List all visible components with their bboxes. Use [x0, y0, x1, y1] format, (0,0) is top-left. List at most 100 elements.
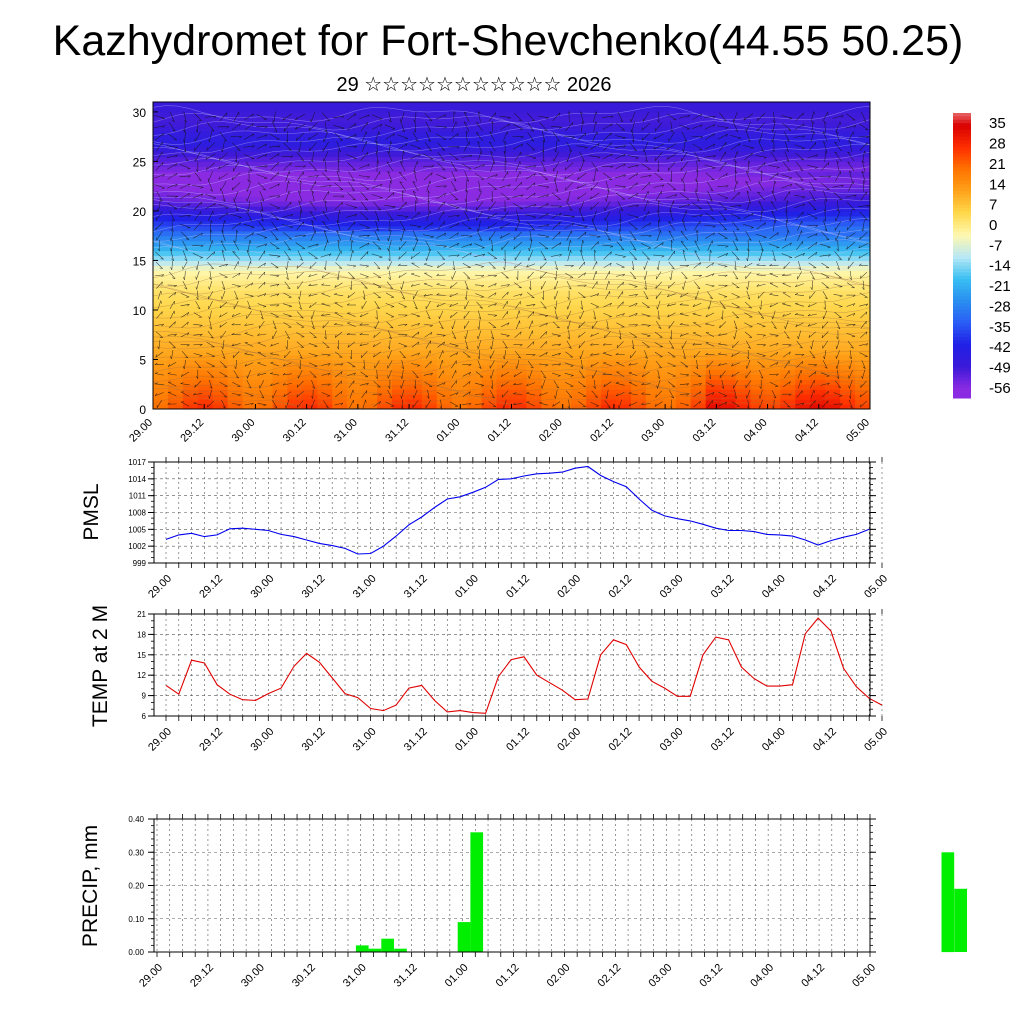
- wind-vector: [154, 323, 164, 326]
- wind-vector-head: [500, 235, 503, 239]
- wind-vector-head: [326, 346, 330, 348]
- temperature-cell: [750, 141, 767, 148]
- temperature-cell: [182, 225, 199, 232]
- wind-vector-head: [154, 382, 158, 385]
- wind-vector-head: [503, 150, 507, 154]
- wind-vector: [565, 390, 573, 398]
- temperature-cell: [272, 339, 289, 346]
- temperature-cell: [287, 156, 303, 163]
- temperature-cell: [645, 329, 662, 336]
- wind-vector: [387, 350, 392, 359]
- temperature-cell: [675, 136, 692, 143]
- temperature-cell: [392, 389, 408, 395]
- temperature-cell: [690, 374, 707, 380]
- wind-vector-head: [341, 202, 343, 206]
- temperature-cell: [631, 191, 647, 197]
- wind-vector: [466, 200, 468, 212]
- temperature-cell: [571, 181, 587, 187]
- wind-vector-head: [352, 169, 356, 171]
- temperature-cell: [377, 339, 393, 346]
- temperature-cell: [810, 230, 826, 237]
- temperature-cell: [601, 389, 617, 395]
- wind-vector: [282, 373, 292, 376]
- wind-vector-head: [526, 383, 529, 387]
- temperature-cell: [735, 136, 752, 143]
- wind-vector-head: [351, 179, 355, 182]
- temperature-cell: [496, 146, 513, 153]
- wind-vector: [413, 389, 418, 399]
- temperature-cell: [242, 181, 259, 187]
- wind-vector: [168, 321, 176, 329]
- wind-vector: [325, 260, 327, 270]
- temperature-cell: [421, 359, 438, 366]
- wind-vector: [231, 123, 241, 131]
- temperature-cell: [272, 280, 289, 286]
- temperature-cell: [347, 131, 363, 138]
- wind-vector-head: [477, 356, 480, 360]
- wind-vector-head: [516, 277, 519, 280]
- wind-vector: [337, 210, 340, 222]
- wind-vector: [477, 310, 482, 320]
- wind-vector-head: [200, 245, 204, 248]
- temperature-cell: [810, 111, 826, 118]
- temperature-cell: [511, 270, 528, 276]
- wind-vector: [526, 112, 535, 122]
- temperature-cell: [660, 250, 677, 257]
- wind-vector: [299, 141, 302, 153]
- temperature-cell: [436, 295, 453, 301]
- temperature-cell: [601, 285, 617, 291]
- temperature-cell: [705, 270, 722, 276]
- wind-vector-head: [323, 138, 325, 142]
- wind-vector-head: [175, 183, 178, 187]
- temperature-cell: [406, 201, 423, 207]
- temperature-cell: [631, 309, 647, 316]
- wind-vector-head: [390, 180, 392, 184]
- temperature-cell: [631, 111, 647, 118]
- wind-vector-head: [359, 332, 363, 335]
- wind-vector-head: [277, 172, 279, 176]
- wind-vector: [554, 290, 559, 300]
- temperature-cell: [765, 295, 781, 301]
- temperature-cell: [690, 324, 707, 331]
- temperature-cell: [526, 300, 542, 306]
- temperature-cell: [272, 126, 289, 133]
- temperature-cell: [705, 265, 722, 271]
- temperature-cell: [212, 379, 229, 385]
- wind-vector: [435, 114, 447, 120]
- wind-vector-head: [210, 376, 214, 378]
- temperature-cell: [750, 399, 767, 405]
- temperature-cell: [451, 379, 468, 385]
- wind-vector: [345, 146, 357, 148]
- wind-vector-head: [436, 293, 440, 296]
- temperature-cell: [481, 295, 498, 301]
- temperature-cell: [406, 151, 423, 158]
- temperature-cell: [526, 389, 542, 395]
- temperature-cell: [167, 235, 184, 242]
- wind-vector: [269, 203, 280, 209]
- wind-vector: [487, 174, 498, 179]
- wind-vector: [234, 290, 239, 300]
- temperature-cell: [496, 339, 513, 346]
- temperature-cell: [825, 215, 841, 222]
- wind-vector-head: [264, 262, 266, 266]
- temperature-cell: [481, 290, 498, 296]
- wind-vector-head: [379, 401, 381, 405]
- temperature-cell: [496, 240, 513, 247]
- wind-vector: [475, 263, 484, 267]
- wind-vector: [295, 242, 305, 249]
- wind-vector-head: [170, 228, 173, 232]
- wind-vector-head: [404, 323, 408, 327]
- temperature-cell: [167, 121, 184, 128]
- temperature-cell: [660, 121, 677, 128]
- temperature-cell: [272, 295, 289, 301]
- temperature-cell: [705, 126, 722, 133]
- wind-vector: [246, 250, 252, 261]
- temperature-cell: [690, 319, 707, 326]
- temperature-cell: [302, 305, 318, 311]
- wind-vector-head: [404, 334, 408, 337]
- temperature-contour: [153, 217, 870, 235]
- temperature-cell: [347, 250, 363, 257]
- wind-vector-head: [456, 254, 460, 257]
- wind-vector: [422, 165, 434, 168]
- wind-vector-head: [392, 192, 395, 196]
